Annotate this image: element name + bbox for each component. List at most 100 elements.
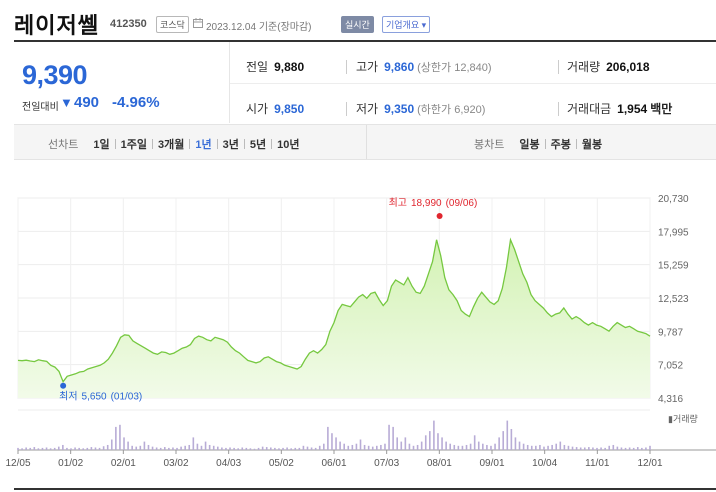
volume-bar xyxy=(306,446,309,450)
volume-bar xyxy=(559,441,562,450)
volume-bar xyxy=(592,447,594,450)
volume-bar xyxy=(473,435,476,450)
volume-bar xyxy=(551,444,553,450)
volume-bar xyxy=(249,448,252,450)
volume-bar xyxy=(392,426,394,450)
volume-bar xyxy=(253,448,256,450)
volume-bar xyxy=(408,443,411,450)
volume-bar xyxy=(404,437,407,450)
high-price: 고가 9,860 (상한가 12,840) xyxy=(356,58,492,75)
lower-limit: (하한가 6,920) xyxy=(417,104,486,116)
volume-bar xyxy=(119,424,121,450)
volume-bar xyxy=(445,441,447,450)
volume-bar xyxy=(86,447,89,450)
date-suffix: 기준(장마감) xyxy=(258,22,312,33)
high-label: 고가 xyxy=(356,60,379,74)
volume-bar xyxy=(123,437,125,450)
volume-bar xyxy=(441,437,443,450)
volume-bar xyxy=(579,447,582,450)
tab-candle-1[interactable]: 주봉 xyxy=(550,139,571,151)
volume-bar xyxy=(257,447,260,450)
tab-period-6[interactable]: 10년 xyxy=(277,139,300,151)
y-tick-label: 9,787 xyxy=(658,327,683,338)
volume-bar xyxy=(151,446,154,450)
low-marker xyxy=(60,382,67,389)
volume-bar xyxy=(384,443,386,450)
y-tick-label: 12,523 xyxy=(658,294,689,305)
volume-bar xyxy=(380,444,382,450)
prev-close: 전일 9,880 xyxy=(246,58,304,75)
x-tick-label: 07/03 xyxy=(374,458,399,469)
tab-period-2[interactable]: 3개월 xyxy=(157,139,185,151)
tab-candle-2[interactable]: 월봉 xyxy=(581,139,603,151)
volume-bar xyxy=(33,447,36,450)
volume-bar xyxy=(245,447,248,450)
volume-bar xyxy=(636,447,639,450)
volume-bar xyxy=(143,441,146,450)
volume-bar xyxy=(424,435,427,450)
volume-bar xyxy=(180,446,182,450)
volume-bar xyxy=(62,444,64,450)
tab-period-4[interactable]: 3년 xyxy=(222,139,239,151)
volume-bar xyxy=(168,447,170,450)
volume-bar xyxy=(494,443,496,450)
volume-bar xyxy=(433,420,435,450)
open-label: 시가 xyxy=(246,102,269,116)
volume-bar xyxy=(323,443,325,450)
row-divider xyxy=(230,83,716,84)
volume-bar xyxy=(49,448,52,450)
tab-period-0[interactable]: 1일 xyxy=(93,139,110,151)
volume-legend: ▮거래량 xyxy=(668,413,698,424)
tab-separator xyxy=(271,139,273,149)
x-tick-label: 10/04 xyxy=(532,458,557,469)
company-info-dropdown[interactable]: 기업개요 ▾ xyxy=(382,16,431,33)
volume-bar xyxy=(486,444,488,450)
volume-bar xyxy=(147,444,150,450)
x-tick-label: 06/01 xyxy=(321,458,346,469)
tab-period-3[interactable]: 1년 xyxy=(195,139,212,151)
volume-bar xyxy=(74,447,76,450)
volume-bar xyxy=(588,447,590,450)
stock-code: 412350 xyxy=(110,18,147,30)
volume-bar xyxy=(57,446,60,450)
volume-bar xyxy=(53,447,56,450)
volume-bar xyxy=(45,447,48,450)
volume-bar xyxy=(547,445,549,450)
price-chart[interactable]: 20,730 17,995 15,259 12,523 9,787 7,052 4,316 1… xyxy=(0,180,716,472)
volume-bar xyxy=(514,437,517,450)
tab-candle-0[interactable]: 일봉 xyxy=(519,139,540,151)
volume-bar xyxy=(518,441,521,450)
volume-bar xyxy=(241,447,244,450)
volume-bar xyxy=(310,447,313,450)
volume-bar xyxy=(563,444,566,450)
volume-bar xyxy=(506,420,509,450)
high-annotation: 최고 18,990 (09/06) xyxy=(389,197,478,209)
trade-value-value: 1,954 xyxy=(617,102,648,116)
tab-period-1[interactable]: 1주일 xyxy=(120,139,147,151)
volume-bar xyxy=(159,447,162,450)
volume-bar xyxy=(616,446,619,450)
volume-bar xyxy=(567,445,570,450)
volume-bar xyxy=(412,445,415,450)
volume-bar xyxy=(200,445,203,450)
volume-bar xyxy=(282,447,284,450)
tab-period-5[interactable]: 5년 xyxy=(249,139,267,151)
volume-bar xyxy=(620,447,623,450)
volume-bar xyxy=(106,444,109,450)
volume-bar xyxy=(571,446,574,450)
volume-bar xyxy=(225,447,227,450)
volume-bar xyxy=(196,443,199,450)
volume-bar xyxy=(628,447,631,450)
volume-bar xyxy=(604,447,606,450)
volume-bar xyxy=(335,437,337,450)
volume-bar xyxy=(632,447,635,450)
volume-bar xyxy=(645,447,647,450)
volume-bar xyxy=(155,447,158,450)
candle-chart-label: 봉차트 xyxy=(474,139,505,151)
volume-bar xyxy=(41,447,44,450)
current-price: 9,390 xyxy=(22,60,88,90)
volume-bar xyxy=(482,443,484,450)
volume-bar xyxy=(502,431,505,450)
high-annotation-high_date: (09/06) xyxy=(446,198,478,209)
realtime-button[interactable]: 실시간 xyxy=(341,16,374,33)
